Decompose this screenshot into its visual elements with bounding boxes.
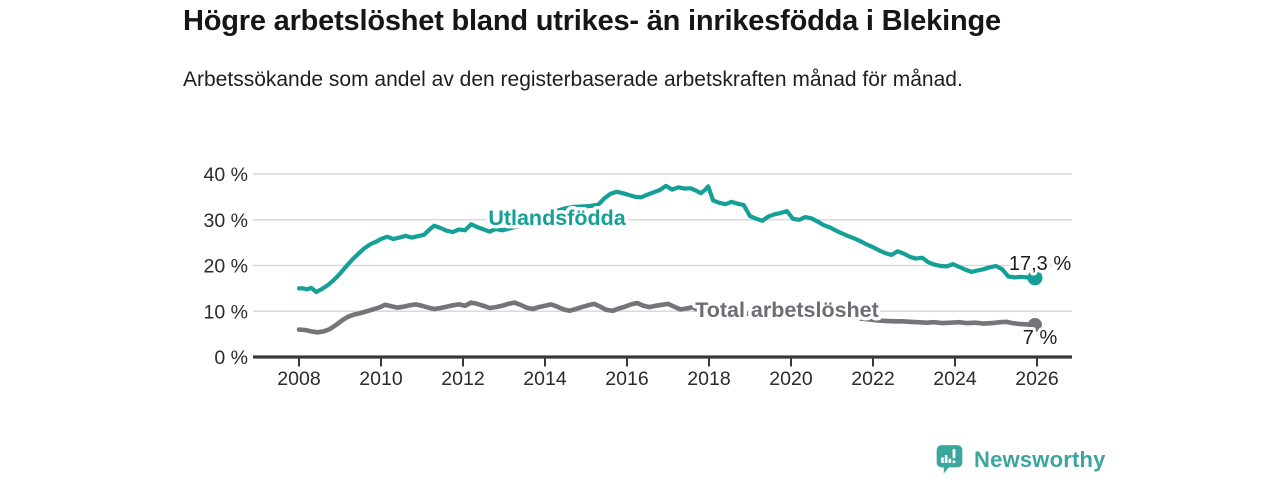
x-axis-label: 2020 [769,368,813,390]
x-axis-label: 2018 [687,368,730,390]
x-axis-label: 2008 [277,368,320,390]
y-axis-label: 0 % [214,347,248,369]
series-line-total [296,300,1038,335]
x-axis-label: 2012 [441,368,484,390]
end-dot-total [1027,317,1042,332]
x-axis-label: 2014 [523,368,567,390]
newsworthy-logo[interactable]: Newsworthy [936,444,1106,476]
y-axis-label: 30 % [204,210,248,232]
y-axis-label: 20 % [204,256,248,278]
x-axis-label: 2026 [1015,368,1058,390]
x-axis-label: 2022 [851,368,894,390]
end-value-label-utlandsfodda: 17,3 % [1009,253,1071,275]
newsworthy-logo-text: Newsworthy [974,447,1106,472]
end-value-label-total: 7 % [1023,327,1058,349]
newsworthy-logo-icon [936,445,963,474]
series-label-total: Total arbetslöshet [695,298,879,322]
chart-title: Högre arbetslöshet bland utrikes- än inr… [183,5,1001,37]
y-axis-label: 40 % [204,164,248,186]
series-line-utlandsfodda [296,183,1038,295]
x-axis-label: 2024 [933,368,977,390]
series-label-utlandsfodda: Utlandsfödda [488,206,626,230]
end-dot-utlandsfodda [1027,270,1043,286]
x-axis-label: 2016 [605,368,648,390]
y-axis-label: 10 % [204,301,248,323]
chart-subtitle: Arbetssökande som andel av den registerb… [183,68,963,91]
x-axis-label: 2010 [359,368,403,390]
